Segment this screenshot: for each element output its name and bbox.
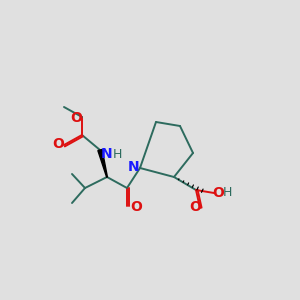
Text: O: O [189,200,201,214]
Text: N: N [128,160,140,174]
Text: O: O [70,111,82,125]
Text: O: O [212,186,224,200]
Text: O: O [130,200,142,214]
Text: O: O [52,137,64,151]
Text: H: H [222,185,232,199]
Text: H: H [112,148,122,161]
Text: N: N [101,147,113,161]
Polygon shape [98,149,107,177]
